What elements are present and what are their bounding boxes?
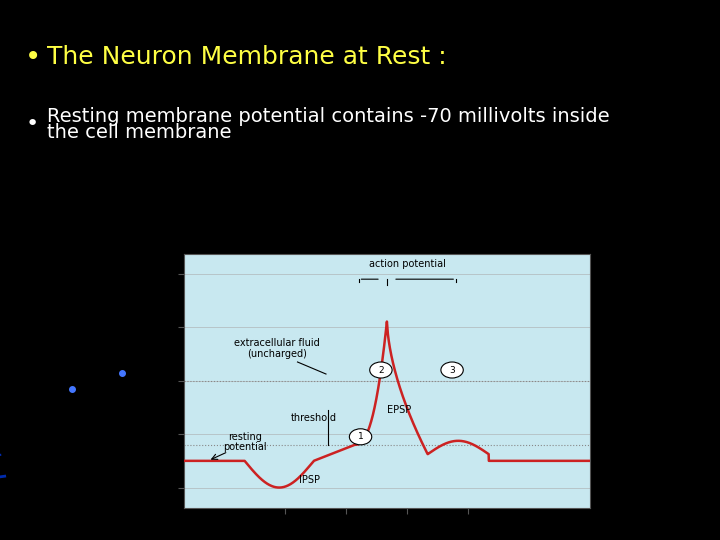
Text: (uncharged): (uncharged)	[247, 349, 307, 359]
Text: 1: 1	[358, 433, 364, 441]
Text: IPSP: IPSP	[300, 475, 320, 484]
Y-axis label: recorded potential
(millivolts): recorded potential (millivolts)	[143, 336, 164, 426]
Text: action potential: action potential	[369, 260, 446, 269]
Text: The Neuron Membrane at Rest :: The Neuron Membrane at Rest :	[47, 45, 446, 69]
Text: 2: 2	[378, 366, 384, 375]
Ellipse shape	[369, 362, 392, 378]
Text: threshold: threshold	[291, 413, 337, 423]
Text: (milliseconds): (milliseconds)	[371, 519, 444, 529]
Text: •: •	[25, 43, 42, 71]
Ellipse shape	[441, 362, 463, 378]
Text: extracellular fluid: extracellular fluid	[234, 338, 320, 348]
Text: •: •	[25, 114, 38, 134]
Text: the cell membrane: the cell membrane	[47, 123, 231, 142]
Text: time: time	[395, 511, 419, 521]
Text: potential: potential	[222, 442, 266, 453]
Text: 3: 3	[449, 366, 455, 375]
Text: EPSP: EPSP	[387, 405, 411, 415]
Text: resting: resting	[228, 432, 261, 442]
Text: Resting membrane potential contains -70 millivolts inside: Resting membrane potential contains -70 …	[47, 106, 609, 126]
Ellipse shape	[349, 429, 372, 445]
